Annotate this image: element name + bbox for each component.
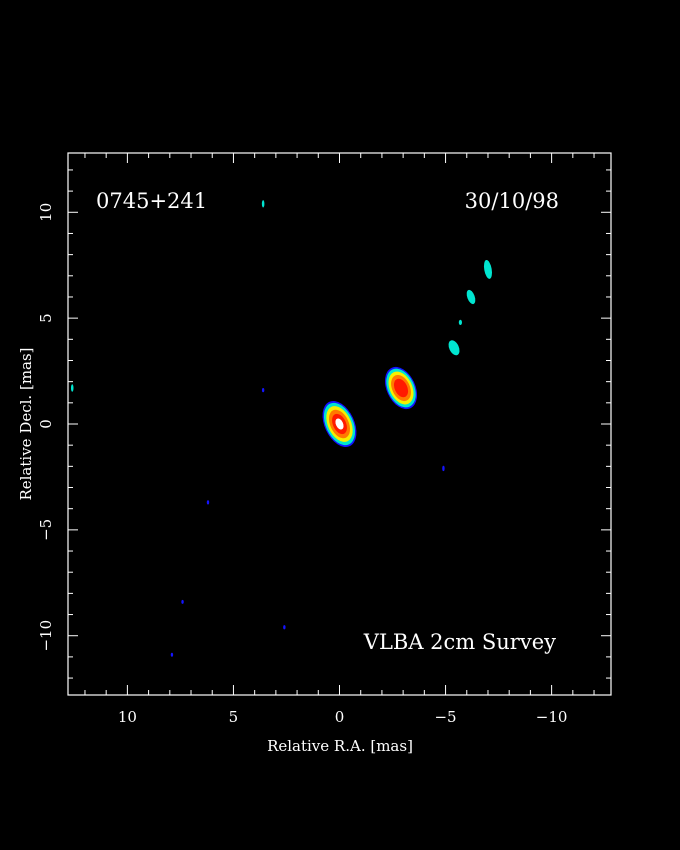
x-tick-label: 10	[118, 708, 137, 726]
x-tick-label: −10	[536, 708, 568, 726]
x-tick-label: −5	[434, 708, 456, 726]
plot-frame	[67, 152, 612, 696]
y-tick-label: −10	[37, 620, 55, 652]
feature-contour	[448, 340, 460, 356]
y-tick-label: 0	[37, 419, 55, 429]
tick-marks	[68, 153, 611, 695]
survey-label: VLBA 2cm Survey	[363, 630, 556, 654]
feature-contour	[261, 200, 265, 208]
feature-contour	[261, 388, 265, 393]
feature-speck-5	[442, 465, 445, 472]
feature-jet-knot-2	[448, 340, 460, 356]
x-tick-label: 0	[335, 708, 345, 726]
feature-speck-3	[261, 388, 265, 393]
epoch-date-label: 30/10/98	[465, 189, 559, 213]
tick-labels: 10 5 0 −5 −10 10 5 0 −5 −10	[37, 203, 567, 726]
feature-speck-6	[181, 599, 184, 604]
feature-jet-knot-1	[384, 366, 418, 410]
y-tick-label: 10	[37, 203, 55, 222]
feature-contour	[206, 500, 210, 505]
y-axis-title: Relative Decl. [mas]	[17, 347, 35, 500]
feature-contour	[70, 384, 74, 392]
x-tick-label: 5	[229, 708, 239, 726]
feature-contour	[283, 625, 286, 630]
feature-contour	[335, 418, 344, 430]
y-tick-label: −5	[37, 519, 55, 541]
feature-contour	[458, 319, 462, 326]
y-tick-label: 5	[37, 313, 55, 323]
feature-core	[322, 401, 357, 447]
feature-jet-knot-4	[483, 260, 492, 279]
feature-speck-8	[170, 652, 174, 657]
feature-contour	[393, 378, 409, 398]
feature-contour	[466, 289, 476, 305]
emission-features	[70, 200, 492, 657]
feature-contour	[442, 465, 445, 472]
feature-speck-7	[283, 625, 286, 630]
feature-contour	[483, 260, 492, 279]
feature-speck-4	[206, 500, 210, 505]
x-axis-title: Relative R.A. [mas]	[267, 737, 413, 755]
feature-jet-knot-5	[458, 319, 462, 326]
feature-speck-1	[261, 200, 265, 208]
feature-contour	[181, 599, 184, 604]
feature-contour	[170, 652, 174, 657]
feature-speck-2	[70, 384, 74, 392]
source-name-label: 0745+241	[96, 189, 207, 213]
feature-jet-knot-3	[466, 289, 476, 305]
